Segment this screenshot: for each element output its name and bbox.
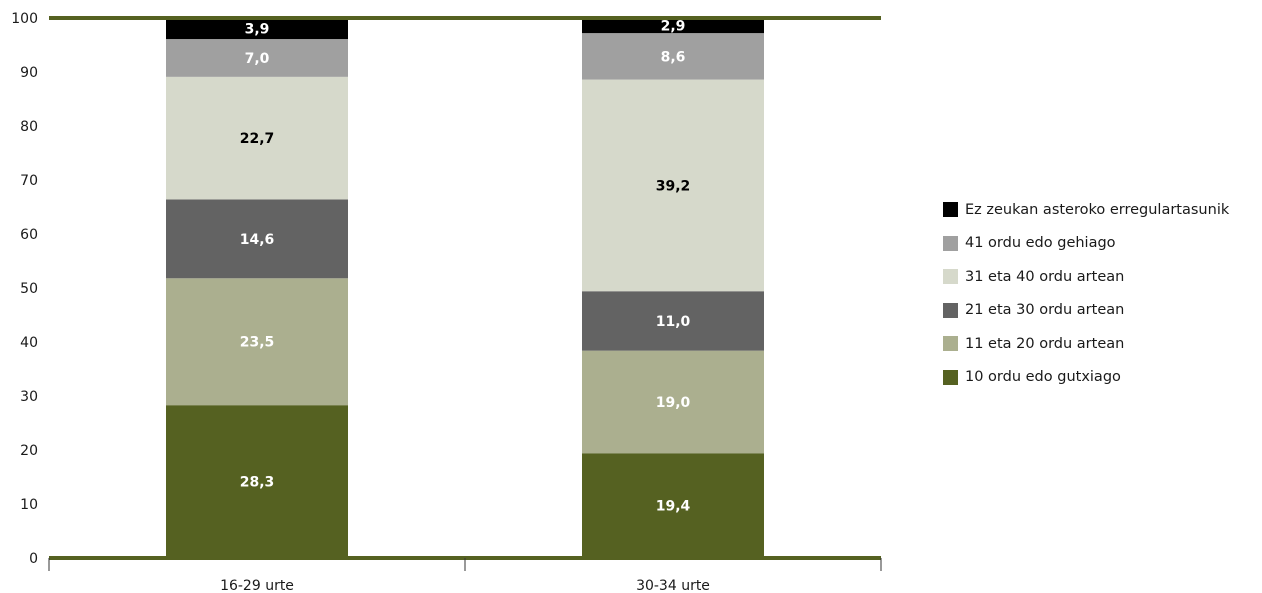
- legend-label: 10 ordu edo gutxiago: [965, 369, 1121, 386]
- bar-segment: [582, 79, 764, 292]
- x-tick-label: 16-29 urte: [220, 578, 294, 593]
- y-tick-label: 80: [20, 119, 38, 135]
- bar-segment: [582, 18, 764, 34]
- y-tick-label: 0: [29, 551, 38, 567]
- y-tick-label: 90: [20, 65, 38, 81]
- legend-swatch: [943, 269, 958, 285]
- y-tick-label: 10: [20, 497, 38, 513]
- y-tick-label: 60: [20, 227, 38, 243]
- y-tick-label: 40: [20, 335, 38, 351]
- data-label: 11,0: [656, 314, 691, 330]
- bar-segment: [166, 76, 348, 200]
- y-tick-label: 30: [20, 389, 38, 405]
- axes: [48, 16, 882, 571]
- bar-segment: [166, 405, 348, 558]
- legend-item: 10 ordu edo gutxiago: [943, 361, 1229, 395]
- data-label: 23,5: [240, 335, 275, 351]
- legend-label: 21 eta 30 ordu artean: [965, 302, 1125, 319]
- legend-item: 41 ordu edo gehiago: [943, 227, 1229, 261]
- legend-swatch: [943, 202, 958, 218]
- y-axis-ticks: 0 10 20 30 40 50 60 70 80 90 100: [11, 11, 38, 567]
- data-label: 28,3: [240, 475, 275, 491]
- data-label: 3,9: [245, 22, 270, 38]
- y-tick-label: 50: [20, 281, 38, 297]
- bars: 28,3 23,5 14,6 22,7 7,0 3,9 19,4 19,0 11,0 39,2 8,…: [166, 18, 764, 558]
- legend-label: 41 ordu edo gehiago: [965, 235, 1116, 252]
- bar-segment: [166, 199, 348, 279]
- bar-segment: [166, 39, 348, 77]
- legend-item: 11 eta 20 ordu artean: [943, 327, 1229, 361]
- data-label: 2,9: [661, 19, 686, 35]
- legend-swatch: [943, 369, 958, 385]
- legend-item: 21 eta 30 ordu artean: [943, 294, 1229, 328]
- legend-swatch: [943, 235, 958, 251]
- data-label: 8,6: [661, 49, 686, 65]
- legend-swatch: [943, 336, 958, 352]
- bar-segment: [582, 33, 764, 80]
- legend: Ez zeukan asteroko erregulartasunik 41 or…: [943, 193, 1229, 394]
- data-label: 14,6: [240, 232, 275, 248]
- data-label: 22,7: [240, 131, 275, 147]
- y-tick-label: 70: [20, 173, 38, 189]
- legend-item: 31 eta 40 ordu artean: [943, 260, 1229, 294]
- data-label: 19,4: [656, 499, 691, 515]
- data-label: 19,0: [656, 395, 691, 411]
- bar-segment: [582, 291, 764, 351]
- x-axis-ticks: 16-29 urte 30-34 urte: [220, 578, 710, 593]
- x-tick-label: 30-34 urte: [636, 578, 710, 593]
- y-tick-label: 20: [20, 443, 38, 459]
- bar-segment: [582, 453, 764, 558]
- legend-label: 11 eta 20 ordu artean: [965, 335, 1125, 352]
- bar-segment: [166, 278, 348, 406]
- y-tick-label: 100: [11, 11, 38, 27]
- legend-label: 31 eta 40 ordu artean: [965, 268, 1125, 285]
- data-label: 7,0: [245, 51, 270, 67]
- legend-label: Ez zeukan asteroko erregulartasunik: [965, 201, 1230, 218]
- legend-item: Ez zeukan asteroko erregulartasunik: [943, 193, 1229, 227]
- bar-segment: [582, 350, 764, 454]
- data-label: 39,2: [656, 178, 691, 194]
- bar-segment: [166, 18, 348, 40]
- legend-swatch: [943, 302, 958, 318]
